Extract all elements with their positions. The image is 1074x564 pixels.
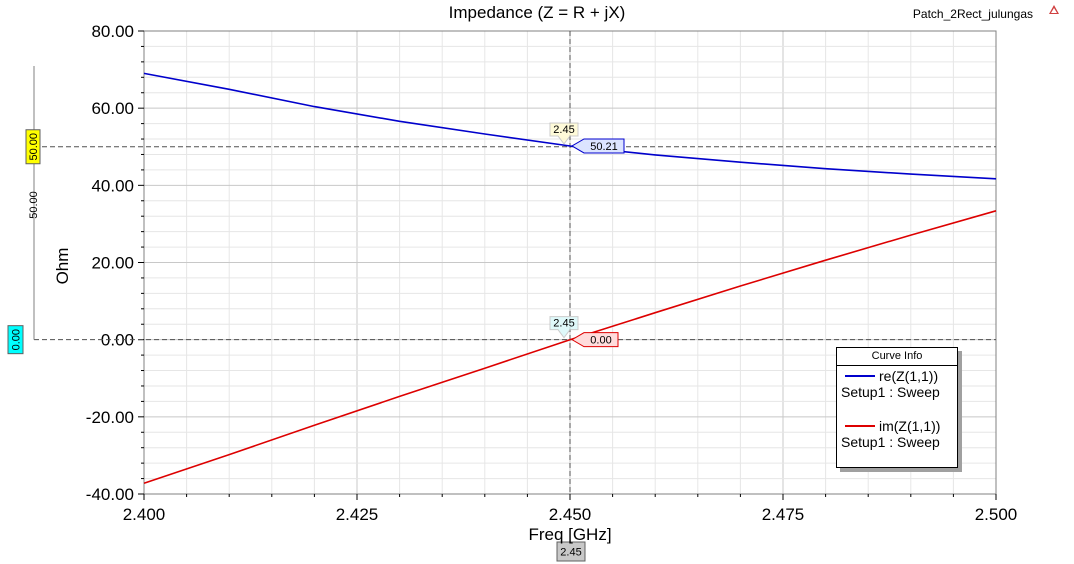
- legend-entry-re[interactable]: re(Z(1,1)) Setup1 : Sweep: [841, 368, 953, 400]
- y-ref-badge-im: 0.00: [7, 325, 24, 355]
- y-axis-label: Ohm: [53, 248, 72, 285]
- marker-labels: 2.45 2.45 50.21 0.00 50.00 0.00 2.45: [7, 122, 625, 562]
- y-ref-badge-re: 50.00: [25, 129, 41, 165]
- chart-title: Impedance (Z = R + jX): [449, 3, 626, 22]
- legend-series-name-re: re(Z(1,1)): [879, 368, 939, 384]
- series-line-re[interactable]: [143, 72, 997, 180]
- marker-value-im[interactable]: 0.00: [571, 332, 619, 348]
- legend-swatch-re: [845, 375, 875, 377]
- legend-series-name-im: im(Z(1,1)): [879, 418, 941, 434]
- y-tick-label: 40.00: [91, 176, 134, 195]
- legend-series-setup-im: Setup1 : Sweep: [841, 434, 940, 450]
- y-ref-badge-im-text: 0.00: [11, 329, 23, 350]
- project-label: Patch_2Rect_julungas: [913, 7, 1033, 21]
- x-axis-label: Freq [GHz]: [528, 525, 611, 544]
- x-tick-label: 2.425: [336, 505, 379, 524]
- x-tick-label: 2.475: [762, 505, 805, 524]
- x-tick-label: 2.450: [549, 505, 592, 524]
- ansys-logo-icon: [1049, 5, 1059, 14]
- marker-pin-im-text: 2.45: [553, 318, 574, 330]
- x-ref-badge-text: 2.45: [560, 547, 581, 559]
- y-tick-label: 60.00: [91, 99, 134, 118]
- delta-label: 50.00: [28, 191, 40, 219]
- y-tick-label: -20.00: [86, 408, 134, 427]
- curve-info-legend[interactable]: Curve Info re(Z(1,1)) Setup1 : Sweep im(…: [836, 347, 958, 468]
- marker-pin-re-text: 2.45: [553, 124, 574, 136]
- x-tick-label: 2.400: [123, 505, 166, 524]
- marker-value-re[interactable]: 50.21: [571, 138, 625, 154]
- y-tick-label: 80.00: [91, 22, 134, 41]
- legend-swatch-im: [845, 425, 875, 427]
- x-tick-label: 2.500: [975, 505, 1018, 524]
- marker-value-im-text: 0.00: [590, 335, 611, 347]
- legend-title: Curve Info: [871, 350, 923, 362]
- y-tick-label: -40.00: [86, 485, 134, 504]
- marker-pin-im[interactable]: 2.45: [549, 316, 579, 339]
- marker-value-re-text: 50.21: [590, 141, 618, 153]
- x-ref-badge: 2.45: [556, 541, 586, 562]
- marker-pin-re[interactable]: 2.45: [549, 122, 579, 145]
- axes: 2.400 2.425 2.450 2.475 2.500 80.00 60.00 40.00…: [86, 22, 1017, 524]
- series-line-im[interactable]: [143, 210, 997, 484]
- legend-series-setup-re: Setup1 : Sweep: [841, 384, 940, 400]
- y-ref-badge-re-text: 50.00: [28, 133, 40, 161]
- markers: 50.00: [28, 31, 996, 494]
- legend-entry-im[interactable]: im(Z(1,1)) Setup1 : Sweep: [841, 418, 953, 450]
- series: [143, 72, 997, 484]
- y-tick-label: 20.00: [91, 254, 134, 273]
